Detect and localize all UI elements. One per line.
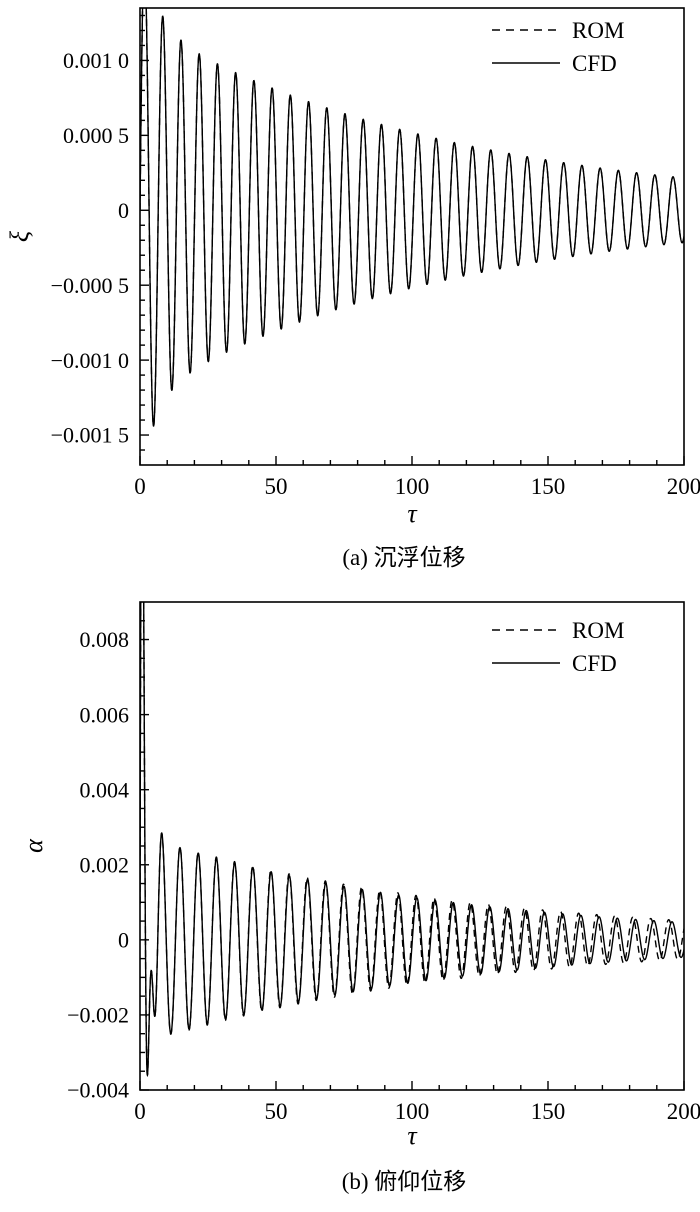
y-tick-label: 0.008 [80, 627, 130, 652]
x-tick-label: 200 [667, 1099, 700, 1124]
series-rom [140, 8, 684, 427]
y-tick-label: −0.001 0 [51, 348, 129, 373]
legend: ROM CFD [492, 618, 624, 676]
series-group [140, 8, 684, 427]
legend: ROM CFD [492, 18, 624, 76]
chart-a-figure: 0 50 100 150 200 0.001 0 0.000 5 0 −0.000 5 −0.00… [0, 0, 700, 572]
y-tick-label: 0.002 [80, 852, 130, 877]
x-axis-label: τ [407, 1121, 418, 1150]
legend-label-cfd: CFD [572, 651, 617, 676]
x-tick-label: 50 [265, 474, 288, 499]
plot-a-svg: 0 50 100 150 200 0.001 0 0.000 5 0 −0.000 5 −0.00… [5, 7, 700, 528]
y-tick-label: 0 [118, 928, 129, 953]
y-tick-label: −0.000 5 [51, 273, 129, 298]
x-tick-label: 200 [667, 474, 700, 499]
axis-ticks [139, 14, 685, 465]
y-tick-label: 0.001 0 [63, 48, 129, 73]
legend-label-rom: ROM [572, 618, 624, 643]
x-tick-label: 100 [395, 474, 430, 499]
x-tick-label: 50 [265, 1099, 288, 1124]
y-tick-label: −0.001 5 [51, 423, 129, 448]
x-tick-label: 0 [134, 474, 146, 499]
plot-b-svg: 0 50 100 150 200 0.008 0.006 0.004 0.002 0 −0.002 −… [19, 601, 700, 1150]
chart-b-figure: 0 50 100 150 200 0.008 0.006 0.004 0.002 0 −0.002 −… [0, 588, 700, 1196]
chart-b-caption: (b) 俯仰位移 [341, 1169, 467, 1194]
series-rom [140, 602, 684, 1077]
x-axis-label: τ [407, 499, 418, 528]
y-axis-label: ξ [5, 230, 34, 242]
legend-label-cfd: CFD [572, 51, 617, 76]
series-group [140, 602, 684, 1077]
y-tick-label: 0.006 [80, 702, 130, 727]
y-tick-label: 0 [118, 198, 129, 223]
legend-label-rom: ROM [572, 18, 624, 43]
x-tick-label: 150 [531, 1099, 566, 1124]
series-cfd [140, 602, 684, 1077]
y-tick-label: 0.004 [80, 777, 130, 802]
y-tick-label: −0.002 [67, 1003, 129, 1028]
x-tick-label: 150 [531, 474, 566, 499]
x-tick-label: 100 [395, 1099, 430, 1124]
y-tick-label: −0.004 [67, 1078, 129, 1103]
axis-ticks [139, 620, 685, 1091]
chart-a-caption: (a) 沉浮位移 [342, 545, 466, 570]
y-tick-label: 0.000 5 [63, 123, 129, 148]
y-axis-label: α [19, 838, 48, 853]
x-tick-label: 0 [134, 1099, 146, 1124]
